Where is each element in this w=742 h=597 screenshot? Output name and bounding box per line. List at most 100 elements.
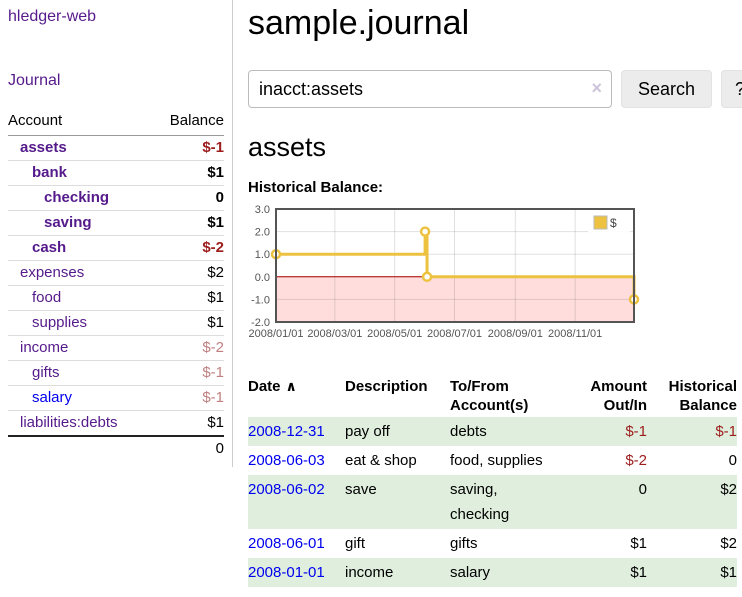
account-name-cell: assets xyxy=(8,136,152,161)
help-button[interactable]: ? xyxy=(721,70,742,108)
register-date-link[interactable]: 2008-12-31 xyxy=(248,423,325,440)
register-accounts: saving, checking xyxy=(450,475,565,529)
register-account-name: checking xyxy=(450,506,510,523)
account-balance: $1 xyxy=(152,160,224,186)
account-link[interactable]: assets xyxy=(20,139,67,156)
register-amount: $1 xyxy=(630,535,647,552)
register-header-row: Date ∧ Description To/From Account(s) Amount O… xyxy=(248,375,737,417)
svg-text:2008/09/01: 2008/09/01 xyxy=(488,328,543,340)
account-balance: $1 xyxy=(152,310,224,336)
account-link[interactable]: salary xyxy=(32,389,73,406)
register-date-cell: 2008-12-31 xyxy=(248,417,345,446)
register-date-link[interactable]: 2008-06-03 xyxy=(248,452,325,469)
svg-text:2008/01/01: 2008/01/01 xyxy=(248,328,303,340)
balance-chart-svg: 2008/01/01 2008/03/01 2008/05/01 2008/07/01… xyxy=(248,204,640,340)
sort-ascending-icon: ∧ xyxy=(285,378,297,394)
accounts-total-row: 0 xyxy=(8,435,224,461)
account-row: liabilities:debts $1 xyxy=(8,410,224,436)
register-table: Date ∧ Description To/From Account(s) Amount O… xyxy=(248,375,737,587)
register-balance: $2 xyxy=(720,481,737,498)
account-link[interactable]: expenses xyxy=(20,264,85,281)
register-header-label: Date xyxy=(248,378,281,395)
account-name-cell: supplies xyxy=(8,310,153,336)
register-accounts: gifts xyxy=(450,529,565,558)
main-content: sample.journal × Search ? assets Histori… xyxy=(233,0,742,597)
account-row: checking 0 xyxy=(8,185,224,211)
register-description: save xyxy=(345,481,377,498)
sidebar-journal-link[interactable]: Journal xyxy=(8,72,61,89)
accounts-header-balance: Balance xyxy=(152,108,224,136)
account-row: bank $1 xyxy=(8,160,224,186)
historical-balance-label: Historical Balance: xyxy=(248,179,384,196)
svg-text:3.0: 3.0 xyxy=(255,204,270,216)
svg-text:2.0: 2.0 xyxy=(255,227,270,239)
clear-search-icon[interactable]: × xyxy=(591,78,602,98)
search-button[interactable]: Search xyxy=(621,70,713,108)
account-balance: $-1 xyxy=(202,139,224,156)
register-date-link[interactable]: 2008-06-02 xyxy=(248,481,325,498)
page-title: sample.journal xyxy=(248,4,470,42)
register-balance: 0 xyxy=(728,452,737,469)
register-accounts: food, supplies xyxy=(450,446,565,475)
register-date-link[interactable]: 2008-01-01 xyxy=(248,564,325,581)
accounts-table: Account Balance assets $-1 bank $1 checking 0… xyxy=(8,108,224,461)
register-account-name: gifts xyxy=(450,535,478,552)
register-amount: $1 xyxy=(630,564,647,581)
register-date-link[interactable]: 2008-06-01 xyxy=(248,535,325,552)
account-balance: $1 xyxy=(152,285,224,311)
account-link[interactable]: liabilities:debts xyxy=(20,414,118,431)
svg-text:-1.0: -1.0 xyxy=(251,294,270,306)
svg-text:2008/07/01: 2008/07/01 xyxy=(427,328,482,340)
historical-balance-chart[interactable]: 2008/01/01 2008/03/01 2008/05/01 2008/07/01… xyxy=(242,204,737,355)
svg-text:0.0: 0.0 xyxy=(255,272,270,284)
register-date-cell: 2008-06-03 xyxy=(248,446,345,475)
register-description: income xyxy=(345,564,394,581)
account-name-cell: food xyxy=(8,285,153,311)
svg-text:2008/05/01: 2008/05/01 xyxy=(367,328,422,340)
register-row: 2008-06-02 save saving, checking 0 $2 xyxy=(248,475,737,529)
search-box: × xyxy=(248,70,612,108)
register-amount: $-2 xyxy=(625,452,647,469)
account-name-cell: checking xyxy=(8,185,153,211)
register-description: eat & shop xyxy=(345,452,417,469)
accounts-header-account: Account xyxy=(8,108,153,136)
account-link[interactable]: checking xyxy=(44,189,110,206)
accounts-header-row: Account Balance xyxy=(8,108,224,136)
search-form: × Search ? xyxy=(248,70,742,108)
register-amount: 0 xyxy=(638,481,647,498)
register-header-label: Description xyxy=(345,378,428,395)
register-date-cell: 2008-01-01 xyxy=(248,558,345,587)
app-title-link[interactable]: hledger-web xyxy=(8,8,97,25)
register-accounts: salary xyxy=(450,558,565,587)
register-balance: $2 xyxy=(720,535,737,552)
search-input[interactable] xyxy=(248,70,612,108)
account-link[interactable]: income xyxy=(20,339,69,356)
register-balance: $-1 xyxy=(715,423,737,440)
register-date-cell: 2008-06-01 xyxy=(248,529,345,558)
register-amount: $-1 xyxy=(625,423,647,440)
account-link[interactable]: cash xyxy=(32,239,67,256)
account-link[interactable]: gifts xyxy=(32,364,60,381)
account-name-cell: cash xyxy=(8,235,153,261)
account-balance: $-1 xyxy=(152,385,224,411)
account-name-cell: expenses xyxy=(8,260,153,286)
register-balance: $1 xyxy=(720,564,737,581)
register-header-date[interactable]: Date ∧ xyxy=(248,375,345,417)
account-balance: $-2 xyxy=(152,235,224,261)
sidebar: hledger-web Journal Account Balance asse… xyxy=(0,0,233,467)
account-link[interactable]: saving xyxy=(44,214,92,231)
register-header-label: Balance xyxy=(679,397,737,414)
account-heading: assets xyxy=(248,132,327,162)
account-name-cell: income xyxy=(8,335,153,361)
register-header: To/From Account(s) xyxy=(450,375,565,417)
register-header-label: Account(s) xyxy=(450,397,529,414)
account-name-cell: saving xyxy=(8,210,153,236)
register-header-label: Amount xyxy=(590,378,647,395)
account-link[interactable]: supplies xyxy=(32,314,88,331)
account-balance: $-2 xyxy=(152,335,224,361)
account-link[interactable]: food xyxy=(32,289,62,306)
account-link[interactable]: bank xyxy=(32,164,68,181)
register-row: 2008-06-03 eat & shop food, supplies $-2 0 xyxy=(248,446,737,475)
account-name-cell: liabilities:debts xyxy=(8,410,153,436)
